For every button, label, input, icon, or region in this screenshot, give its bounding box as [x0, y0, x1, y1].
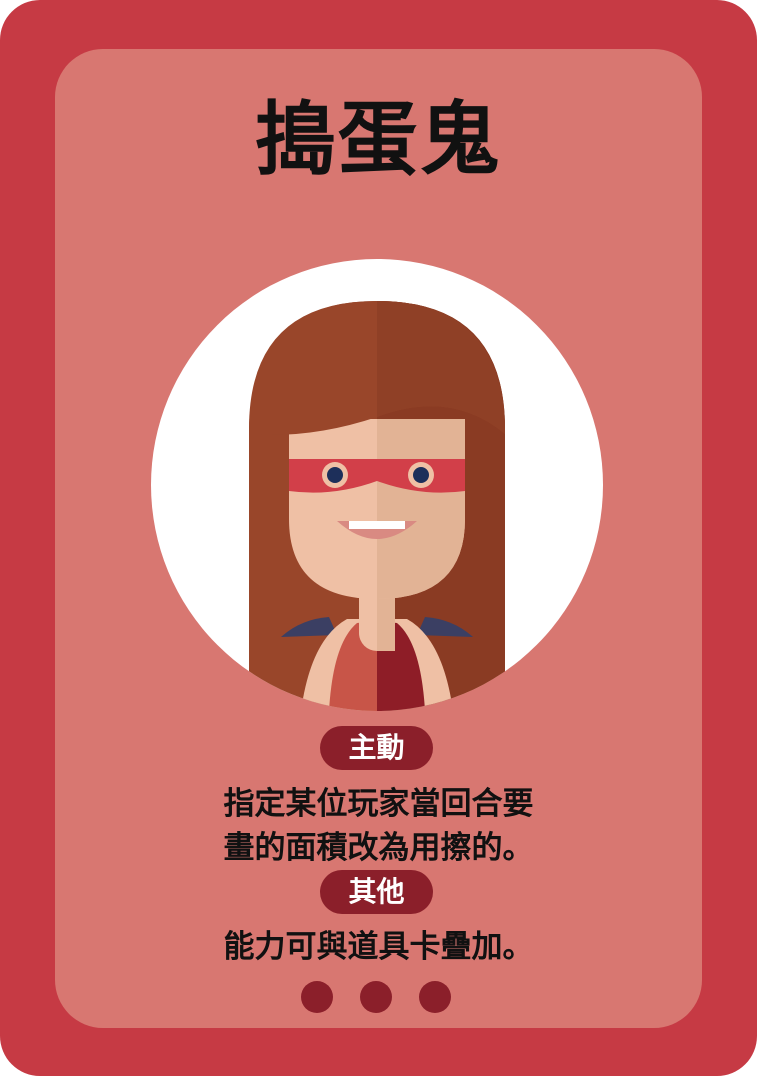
- page-dot: [419, 981, 451, 1013]
- other-ability-badge: 其他: [320, 870, 433, 914]
- page-dot: [360, 981, 392, 1013]
- other-ability-text: 能力可與道具卡疊加。: [0, 925, 757, 969]
- active-ability-text: 指定某位玩家當回合要 畫的面積改為用擦的。: [0, 782, 757, 870]
- active-ability-line: 畫的面積改為用擦的。: [223, 830, 534, 866]
- masked-girl-avatar-icon: [151, 259, 603, 711]
- other-ability-line: 能力可與道具卡疊加。: [223, 929, 534, 965]
- active-ability-badge: 主動: [320, 726, 433, 770]
- card-title: 搗蛋鬼: [255, 93, 502, 186]
- page-dot: [301, 981, 333, 1013]
- active-ability-line: 指定某位玩家當回合要: [223, 786, 534, 822]
- page-dots: [0, 981, 757, 1013]
